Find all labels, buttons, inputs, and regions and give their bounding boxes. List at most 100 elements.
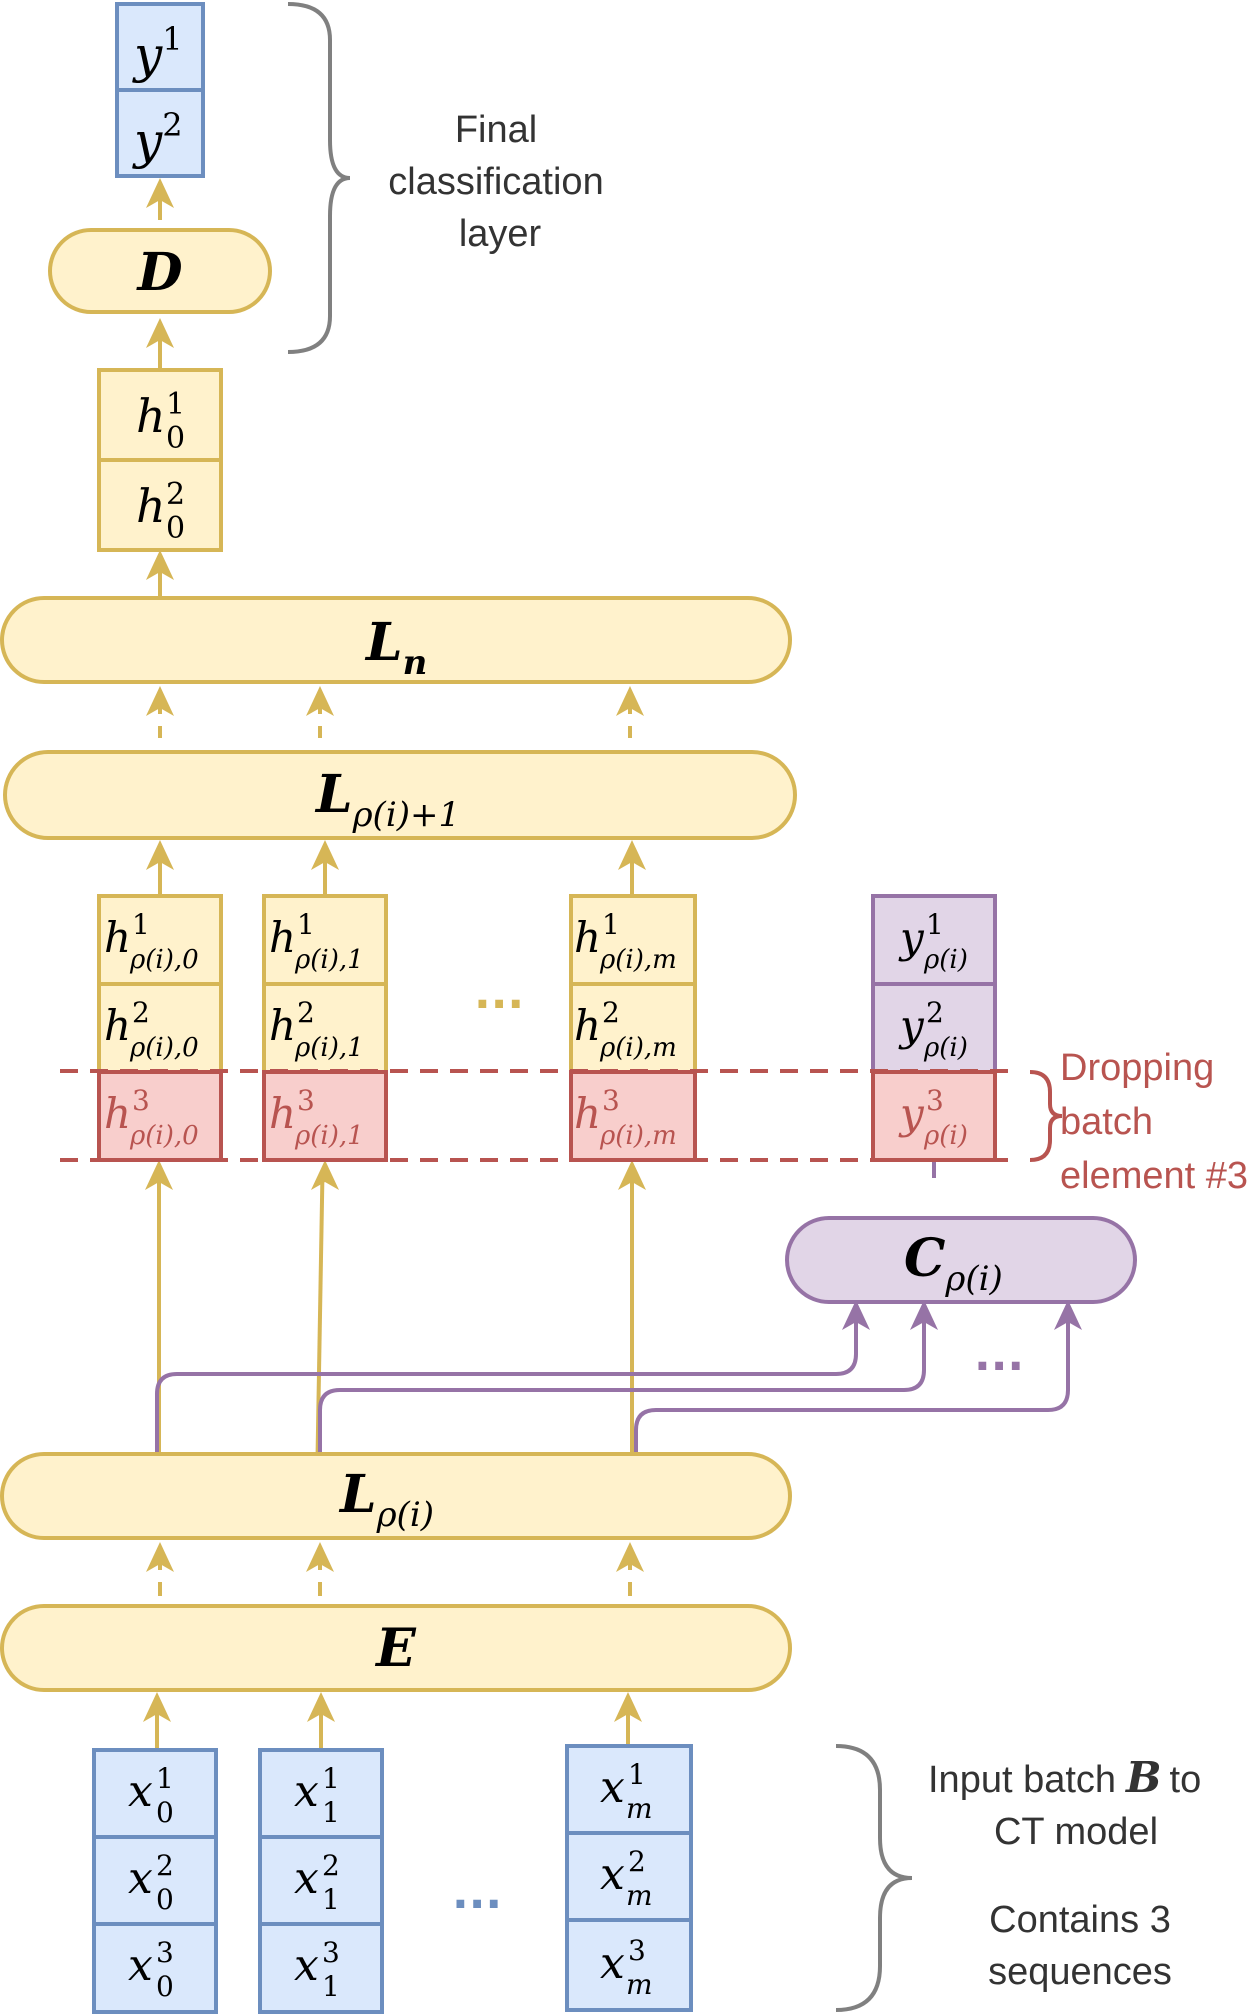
final-hidden-cell-2	[97, 458, 223, 552]
connector-decoder-to-output	[158, 190, 162, 220]
arrow-ln-to-hidden	[146, 550, 174, 580]
hidden-col1-cell2	[262, 982, 388, 1074]
brace-final-layer	[287, 2, 351, 354]
dropping-line1: Dropping	[1060, 1047, 1214, 1089]
layer-current-label: Lρ(i)	[338, 1464, 434, 1535]
ellipsis-input: ...	[452, 1868, 502, 1919]
decoder-box	[48, 228, 272, 314]
hidden-columns	[97, 894, 997, 1162]
input-batch-line4: sequences	[988, 1951, 1172, 1993]
final-hidden-cell-1	[97, 368, 223, 462]
embedding-label: E	[374, 1618, 417, 1679]
hidden-col0-cell2	[97, 982, 223, 1074]
dashed-arrows-to-ln	[146, 686, 644, 738]
intermediate-output-label1: y1 ρ(i)	[898, 908, 968, 975]
braces	[287, 2, 1063, 2012]
layer-n-label: Ln	[364, 612, 427, 683]
input-col1-cell3	[258, 1922, 384, 2014]
arrow-hidden-to-decoder	[146, 318, 174, 348]
ellipsis-classifier: ...	[974, 1330, 1024, 1381]
hidden-colm-label3: h3 ρ(i),m	[574, 1084, 677, 1151]
arrows-layer-to-hidden	[145, 1160, 646, 1454]
input-col1-cell1	[258, 1748, 384, 1839]
final-hidden-label-2: h2 0	[136, 477, 185, 546]
output-cell-1	[115, 2, 205, 92]
output-label-2: y2	[132, 106, 183, 170]
intermediate-output-cell2	[871, 982, 997, 1074]
arrows-hidden-to-next-layer	[146, 840, 646, 896]
classifier-label: Cρ(i)	[904, 1228, 1003, 1299]
connectors	[143, 178, 646, 1750]
arrow-decoder-to-output	[146, 178, 174, 208]
final-layer-line3: layer	[459, 213, 542, 255]
hidden-col1-label2: h2 ρ(i),1	[269, 996, 364, 1063]
input-colm-cell3	[565, 1918, 693, 2012]
output-cell-2	[115, 88, 205, 178]
hidden-col0-label2: h2 ρ(i),0	[104, 996, 199, 1063]
input-colm-cell2	[565, 1831, 693, 1922]
hidden-colm-label1: h1 ρ(i),m	[574, 908, 677, 975]
dashed-arrows-to-layer	[146, 1542, 644, 1596]
hidden-col1-label1: h1 ρ(i),1	[269, 908, 364, 975]
intermediate-output-label3: y3 ρ(i)	[898, 1084, 968, 1151]
intermediate-output-label2: y2 ρ(i)	[898, 996, 968, 1063]
classifier-box	[785, 1216, 1137, 1304]
layer-shapes	[0, 228, 1137, 1692]
embedding-box	[0, 1604, 792, 1692]
input-col1-cell2	[258, 1835, 384, 1926]
connector-hidden-to-decoder	[158, 332, 162, 372]
brace-dropping	[1029, 1070, 1063, 1162]
dropping-line2: batch	[1060, 1101, 1153, 1143]
ellipsis-hidden: ...	[474, 968, 524, 1019]
hidden-col0-cell3	[97, 1070, 223, 1162]
input-col0-cell3	[92, 1922, 218, 2014]
hidden-colm-label2: h2 ρ(i),m	[574, 996, 677, 1063]
hidden-col1-label3: h3 ρ(i),1	[269, 1084, 364, 1151]
dropping-band	[60, 1069, 1010, 1162]
dropping-line3: element #3	[1060, 1155, 1248, 1197]
ellipsis-group: ... ... ...	[452, 968, 1024, 1919]
input-batch-line3: Contains 3	[989, 1899, 1171, 1941]
hidden-col0-label1: h1 ρ(i),0	[104, 908, 199, 975]
decoder-label: D	[135, 242, 182, 303]
dropping-annotation: Dropping batch element #3	[1060, 1047, 1248, 1197]
intermediate-output-cell1	[871, 894, 997, 986]
hidden-colm-cell1	[569, 894, 697, 986]
route-col0-to-classifier	[155, 1320, 858, 1453]
input-columns	[92, 1744, 693, 2014]
hidden-col0-cell1	[97, 894, 223, 986]
final-layer-line2: classification	[388, 161, 603, 203]
brace-input-batch	[835, 1744, 913, 2012]
route-col1-to-classifier	[318, 1320, 926, 1453]
layer-n-box	[0, 596, 792, 684]
layer-next-label: Lρ(i)+1	[314, 764, 460, 835]
hidden-col0-label3: h3 ρ(i),0	[104, 1084, 199, 1151]
intermediate-output-cell3	[871, 1070, 997, 1162]
arrows-input-to-embedding	[143, 1692, 642, 1750]
final-layer-annotation: Final classification layer	[388, 109, 603, 255]
hidden-col1-cell3	[262, 1070, 388, 1162]
input-col0-cell1	[92, 1748, 218, 1839]
final-hidden-label-1: h1 0	[136, 387, 185, 456]
final-hidden-column	[97, 368, 223, 552]
output-label-1: y1	[132, 20, 183, 84]
hidden-labels: h1 ρ(i),0 h2 ρ(i),0 h3 ρ(i),0 h1 ρ(i),1 h2 ρ(…	[104, 908, 968, 1151]
route-colm-to-classifier	[634, 1320, 1070, 1453]
connector-ln-to-hidden	[158, 566, 162, 600]
layer-next-box	[3, 750, 797, 840]
final-layer-line1: Final	[455, 109, 537, 151]
hidden-col1-cell1	[262, 894, 388, 986]
layer-current-box	[0, 1452, 792, 1540]
input-col0-cell2	[92, 1835, 218, 1926]
